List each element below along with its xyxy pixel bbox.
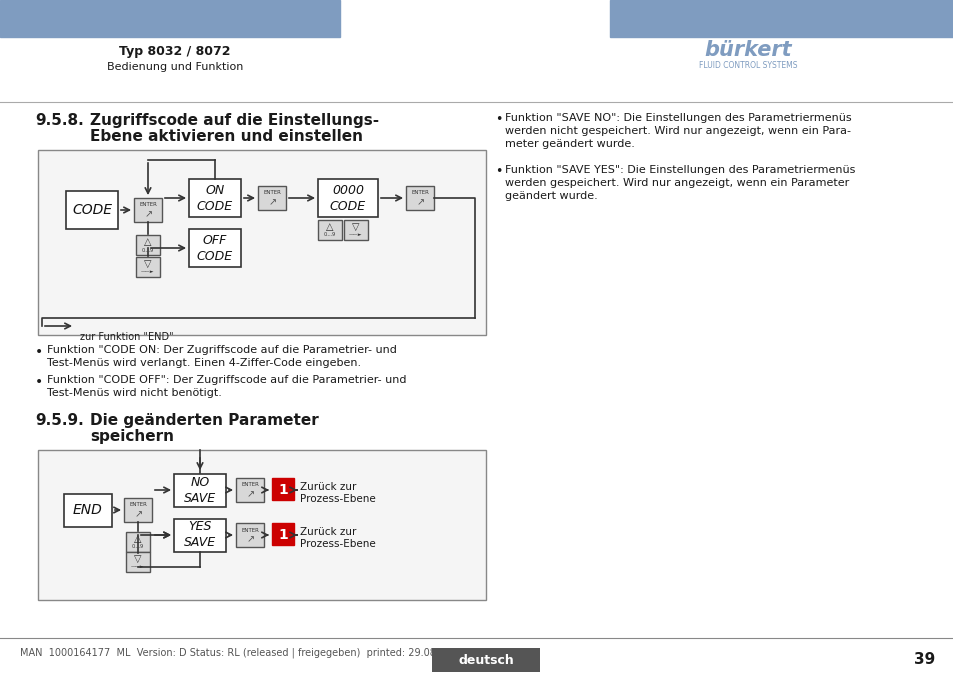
- Text: ▽: ▽: [134, 554, 142, 564]
- Bar: [609, 0, 953, 37]
- Text: Test-Menüs wird verlangt. Einen 4-Ziffer-Code eingeben.: Test-Menüs wird verlangt. Einen 4-Ziffer…: [47, 358, 361, 368]
- Text: ▽: ▽: [352, 222, 359, 232]
- Bar: [189, 179, 241, 217]
- Bar: [257, 186, 286, 210]
- Text: $\nearrow$: $\nearrow$: [244, 489, 255, 499]
- Text: ENTER: ENTER: [411, 190, 429, 195]
- Text: ▽: ▽: [144, 259, 152, 269]
- Text: Zugriffscode auf die Einstellungs-: Zugriffscode auf die Einstellungs-: [90, 113, 378, 128]
- Bar: [173, 474, 226, 507]
- Text: meter geändert wurde.: meter geändert wurde.: [504, 139, 634, 149]
- Text: •: •: [495, 113, 502, 126]
- Text: ——►: ——►: [141, 269, 154, 275]
- Text: $\nearrow$: $\nearrow$: [415, 197, 425, 207]
- Text: △: △: [326, 222, 334, 232]
- Bar: [136, 235, 160, 255]
- Text: 0....9: 0....9: [324, 232, 335, 238]
- Text: $\nearrow$: $\nearrow$: [244, 534, 255, 544]
- Bar: [406, 186, 434, 210]
- Text: Prozess-Ebene: Prozess-Ebene: [299, 494, 375, 504]
- Bar: [711, 22, 737, 27]
- Text: △: △: [144, 237, 152, 247]
- Text: END: END: [73, 503, 103, 517]
- Text: ENTER: ENTER: [241, 483, 258, 487]
- Bar: [64, 493, 112, 526]
- Text: NO
SAVE: NO SAVE: [184, 476, 215, 505]
- Bar: [126, 552, 150, 572]
- Bar: [272, 478, 294, 500]
- Bar: [272, 523, 294, 545]
- Bar: [126, 532, 150, 552]
- Text: •: •: [35, 375, 43, 389]
- Text: ——►: ——►: [349, 232, 362, 238]
- Bar: [692, 22, 707, 27]
- Text: werden nicht gespeichert. Wird nur angezeigt, wenn ein Para-: werden nicht gespeichert. Wird nur angez…: [504, 126, 850, 136]
- Text: zur Funktion "END": zur Funktion "END": [80, 332, 173, 342]
- Text: 0....9: 0....9: [132, 544, 144, 549]
- Text: Bedienung und Funktion: Bedienung und Funktion: [107, 62, 243, 72]
- Text: ENTER: ENTER: [129, 503, 147, 507]
- Text: 1: 1: [278, 528, 288, 542]
- Bar: [136, 257, 160, 277]
- Text: Typ 8032 / 8072: Typ 8032 / 8072: [119, 46, 231, 59]
- Text: werden gespeichert. Wird nur angezeigt, wenn ein Parameter: werden gespeichert. Wird nur angezeigt, …: [504, 178, 848, 188]
- Text: Zurück zur: Zurück zur: [299, 527, 356, 537]
- Bar: [432, 648, 539, 672]
- Text: speichern: speichern: [90, 429, 173, 444]
- Bar: [38, 450, 485, 600]
- Bar: [740, 22, 748, 27]
- Text: 0....9: 0....9: [142, 248, 153, 252]
- Text: Funktion "CODE OFF": Der Zugriffscode auf die Parametrier- und: Funktion "CODE OFF": Der Zugriffscode au…: [47, 375, 406, 385]
- Bar: [173, 518, 226, 551]
- Text: ENTER: ENTER: [139, 203, 157, 207]
- Text: ENTER: ENTER: [263, 190, 280, 195]
- Text: Zurück zur: Zurück zur: [299, 482, 356, 492]
- Bar: [66, 191, 118, 229]
- Text: deutsch: deutsch: [457, 653, 514, 666]
- Text: OFF
CODE: OFF CODE: [196, 234, 233, 262]
- Bar: [752, 22, 778, 27]
- Text: MAN  1000164177  ML  Version: D Status: RL (released | freigegeben)  printed: 29: MAN 1000164177 ML Version: D Status: RL …: [20, 648, 463, 658]
- Text: Funktion "SAVE YES": Die Einstellungen des Parametriermenüs: Funktion "SAVE YES": Die Einstellungen d…: [504, 165, 855, 175]
- Bar: [124, 498, 152, 522]
- Bar: [189, 229, 241, 267]
- Text: $\nearrow$: $\nearrow$: [132, 509, 143, 519]
- Text: ——►: ——►: [132, 565, 145, 569]
- Text: 9.5.9.: 9.5.9.: [35, 413, 84, 428]
- Text: 39: 39: [913, 653, 934, 668]
- Bar: [235, 478, 264, 502]
- Text: FLUID CONTROL SYSTEMS: FLUID CONTROL SYSTEMS: [698, 61, 797, 69]
- Text: 0000
CODE: 0000 CODE: [330, 184, 366, 213]
- Text: •: •: [495, 165, 502, 178]
- Text: $\nearrow$: $\nearrow$: [142, 209, 153, 219]
- Text: Test-Menüs wird nicht benötigt.: Test-Menüs wird nicht benötigt.: [47, 388, 222, 398]
- Bar: [317, 179, 377, 217]
- Text: $\nearrow$: $\nearrow$: [266, 197, 277, 207]
- Text: Die geänderten Parameter: Die geänderten Parameter: [90, 413, 318, 428]
- Text: 9.5.8.: 9.5.8.: [35, 113, 84, 128]
- Bar: [38, 150, 485, 335]
- Bar: [0, 0, 339, 37]
- Text: CODE: CODE: [71, 203, 112, 217]
- Text: Funktion "SAVE NO": Die Einstellungen des Parametriermenüs: Funktion "SAVE NO": Die Einstellungen de…: [504, 113, 851, 123]
- Bar: [235, 523, 264, 547]
- Text: Funktion "CODE ON: Der Zugriffscode auf die Parametrier- und: Funktion "CODE ON: Der Zugriffscode auf …: [47, 345, 396, 355]
- Text: geändert wurde.: geändert wurde.: [504, 191, 598, 201]
- Text: bürkert: bürkert: [703, 40, 791, 60]
- Text: △: △: [134, 534, 142, 544]
- Text: Ebene aktivieren und einstellen: Ebene aktivieren und einstellen: [90, 129, 363, 144]
- Text: ENTER: ENTER: [241, 528, 258, 532]
- Text: YES
SAVE: YES SAVE: [184, 520, 215, 549]
- Bar: [317, 220, 341, 240]
- Bar: [344, 220, 368, 240]
- Text: 1: 1: [278, 483, 288, 497]
- Bar: [133, 198, 162, 222]
- Text: Prozess-Ebene: Prozess-Ebene: [299, 539, 375, 549]
- Text: ON
CODE: ON CODE: [196, 184, 233, 213]
- Text: •: •: [35, 345, 43, 359]
